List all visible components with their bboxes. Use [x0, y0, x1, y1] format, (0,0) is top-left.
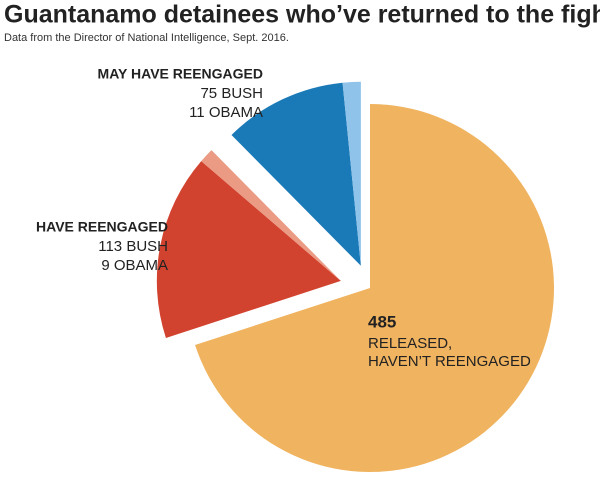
pie-slice	[342, 81, 361, 266]
pie-slice	[201, 150, 341, 281]
pie-slice	[195, 104, 554, 472]
value-label: 485	[368, 312, 396, 331]
chart-subtitle: Data from the Director of National Intel…	[4, 32, 289, 44]
pie-slice	[231, 82, 361, 266]
group-label: RELEASED,	[368, 335, 452, 352]
group-label: MAY HAVE REENGAGED	[98, 66, 263, 82]
group-label: HAVE REENGAGED	[36, 219, 168, 235]
pie-slice	[156, 161, 341, 338]
value-label: 113 BUSH	[98, 238, 168, 255]
value-label: 75 BUSH	[200, 85, 263, 102]
value-label: 11 OBAMA	[189, 104, 263, 121]
value-label: 9 OBAMA	[101, 257, 168, 274]
group-label: HAVEN’T REENGAGED	[368, 353, 531, 370]
chart-title: Guantanamo detainees who’ve returned to …	[4, 1, 600, 29]
